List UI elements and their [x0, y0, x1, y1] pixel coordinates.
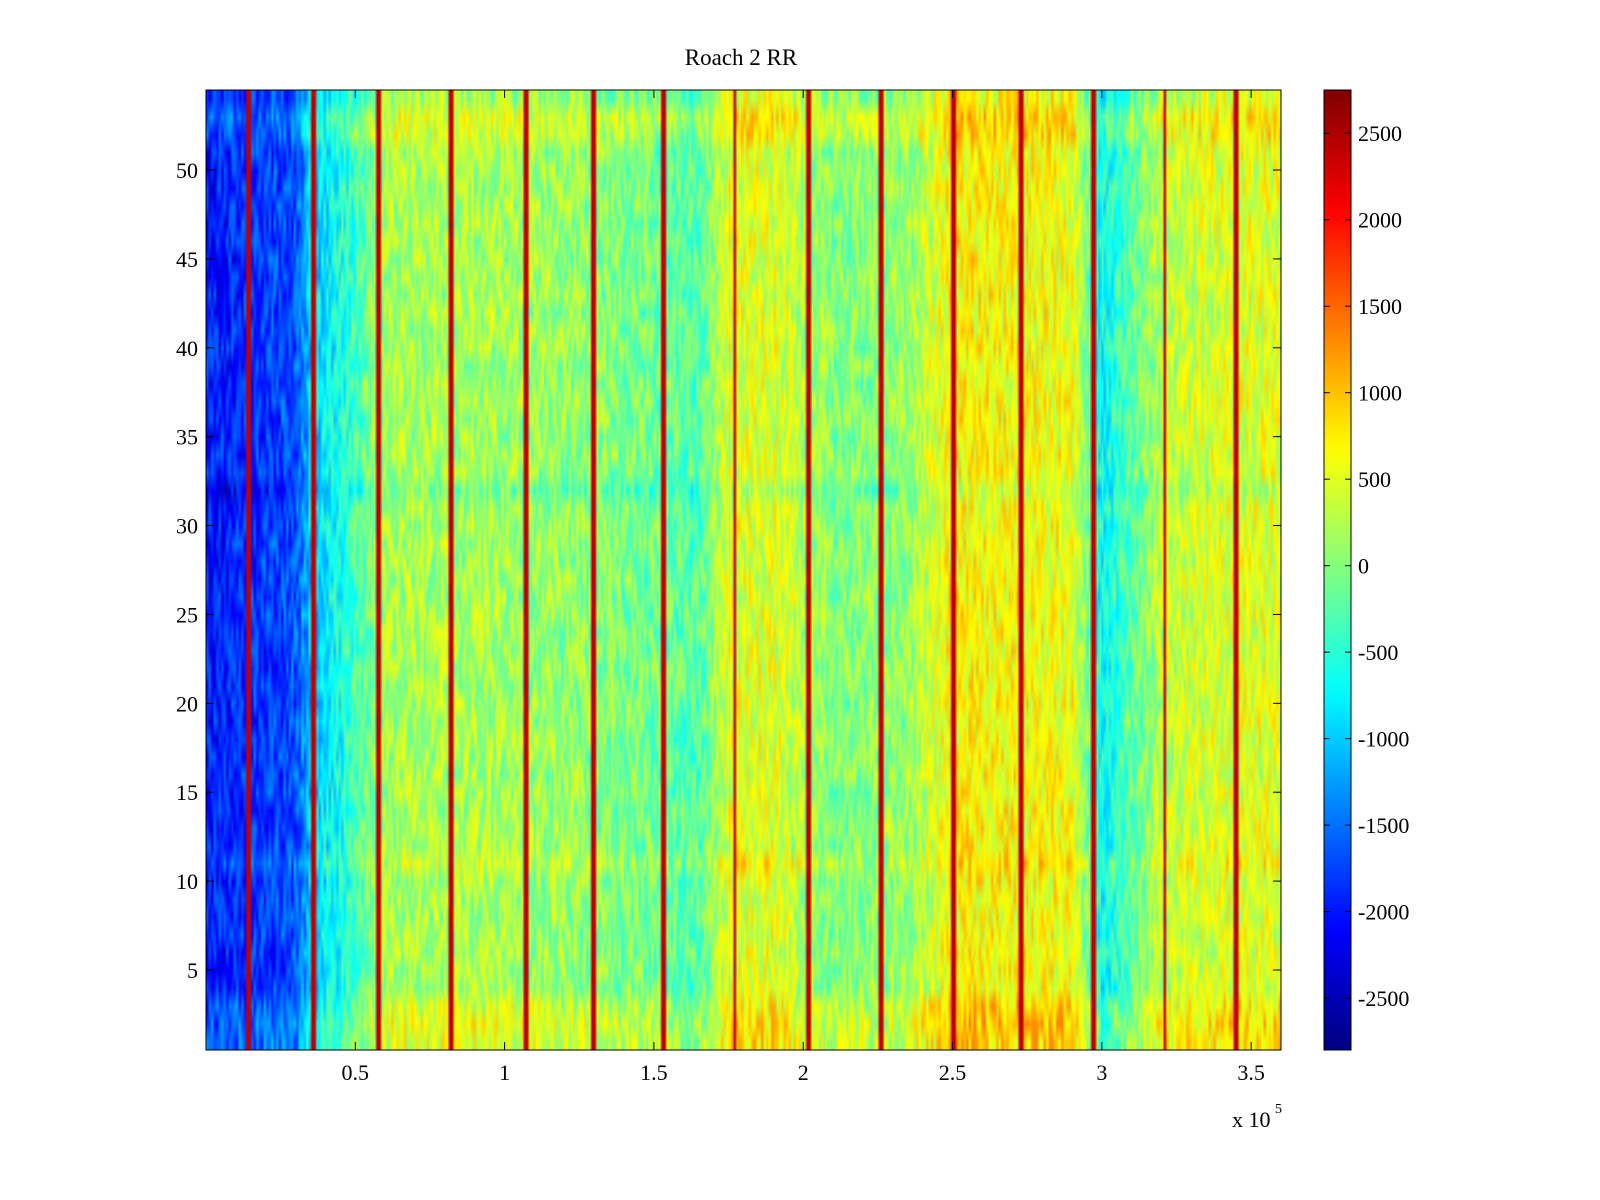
- x-tick-label: 3.5: [1237, 1060, 1265, 1085]
- colorbar-axis: -2500 -2000 -1500 -1000 -500 0 500 1000 1500 2000…: [1324, 121, 1409, 1011]
- colorbar-tick-label: 0: [1358, 554, 1369, 579]
- colorbar-image: [1324, 90, 1351, 1050]
- x-tick-label: 2: [798, 1060, 809, 1085]
- x-tick-label: 1: [499, 1060, 510, 1085]
- x-multiplier-label: x 10: [1232, 1107, 1271, 1132]
- y-tick-label: 45: [176, 247, 198, 272]
- heatmap-image: [206, 90, 1281, 1050]
- colorbar-tick-label: 2500: [1358, 121, 1402, 146]
- x-multiplier-exponent: 5: [1275, 1102, 1282, 1117]
- colorbar-tick-label: -500: [1358, 640, 1398, 665]
- x-tick-label: 3: [1096, 1060, 1107, 1085]
- colorbar-tick-label: 1500: [1358, 294, 1402, 319]
- y-tick-label: 5: [187, 958, 198, 983]
- colorbar-tick-label: -1000: [1358, 727, 1409, 752]
- y-tick-label: 50: [176, 158, 198, 183]
- colorbar-tick-label: -2500: [1358, 986, 1409, 1011]
- colorbar-frame: [1323, 89, 1352, 1051]
- colorbar: -2500 -2000 -1500 -1000 -500 0 500 1000 1500 2000…: [1323, 89, 1409, 1051]
- x-tick-label: 1.5: [640, 1060, 668, 1085]
- colorbar-tick-label: 2000: [1358, 208, 1402, 233]
- y-tick-label: 25: [176, 602, 198, 627]
- heatmap-area: [205, 89, 1282, 1051]
- y-tick-label: 40: [176, 336, 198, 361]
- x-multiplier: x 10 5: [1232, 1102, 1282, 1132]
- x-tick-label: 2.5: [939, 1060, 967, 1085]
- y-tick-label: 30: [176, 514, 198, 539]
- chart-title: Roach 2 RR: [685, 45, 798, 70]
- colorbar-tick-label: -1500: [1358, 813, 1409, 838]
- y-tick-label: 15: [176, 780, 198, 805]
- y-tick-label: 10: [176, 869, 198, 894]
- plot-frame: [205, 89, 1282, 1051]
- colorbar-tick-label: 500: [1358, 467, 1391, 492]
- x-axis: 0.5 1 1.5 2 2.5 3 3.5: [342, 90, 1265, 1085]
- colorbar-tick-label: -2000: [1358, 900, 1409, 925]
- y-axis: 5 10 15 20 25 30 35 40 45 50: [176, 158, 1281, 983]
- colorbar-tick-label: 1000: [1358, 381, 1402, 406]
- y-tick-label: 20: [176, 691, 198, 716]
- x-tick-label: 0.5: [342, 1060, 370, 1085]
- y-tick-label: 35: [176, 425, 198, 450]
